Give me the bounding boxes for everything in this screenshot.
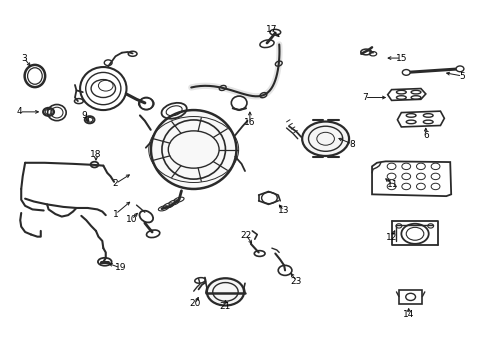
Text: 18: 18 bbox=[90, 150, 102, 159]
Text: 11: 11 bbox=[387, 180, 398, 189]
Circle shape bbox=[207, 278, 244, 306]
Text: 9: 9 bbox=[82, 111, 88, 120]
Text: 13: 13 bbox=[278, 206, 290, 215]
Text: 22: 22 bbox=[241, 231, 252, 240]
Circle shape bbox=[402, 69, 410, 75]
Text: 7: 7 bbox=[362, 93, 368, 102]
Ellipse shape bbox=[151, 110, 237, 189]
Text: 14: 14 bbox=[403, 310, 415, 319]
Text: 5: 5 bbox=[460, 72, 465, 81]
Circle shape bbox=[456, 66, 464, 72]
Text: 15: 15 bbox=[395, 54, 407, 63]
Text: 3: 3 bbox=[21, 54, 27, 63]
Text: 21: 21 bbox=[220, 302, 231, 311]
Text: 12: 12 bbox=[386, 233, 397, 242]
Text: 8: 8 bbox=[350, 140, 355, 149]
Text: 6: 6 bbox=[423, 131, 429, 140]
Text: 4: 4 bbox=[17, 107, 22, 116]
Text: 17: 17 bbox=[266, 25, 278, 34]
Text: 10: 10 bbox=[126, 215, 137, 224]
Text: 23: 23 bbox=[291, 276, 302, 285]
Text: 16: 16 bbox=[244, 118, 256, 127]
Bar bbox=[399, 290, 422, 304]
Circle shape bbox=[302, 122, 349, 156]
Text: 1: 1 bbox=[113, 210, 119, 219]
Text: 19: 19 bbox=[115, 264, 126, 273]
Text: 2: 2 bbox=[113, 179, 118, 188]
Text: 20: 20 bbox=[190, 299, 201, 308]
